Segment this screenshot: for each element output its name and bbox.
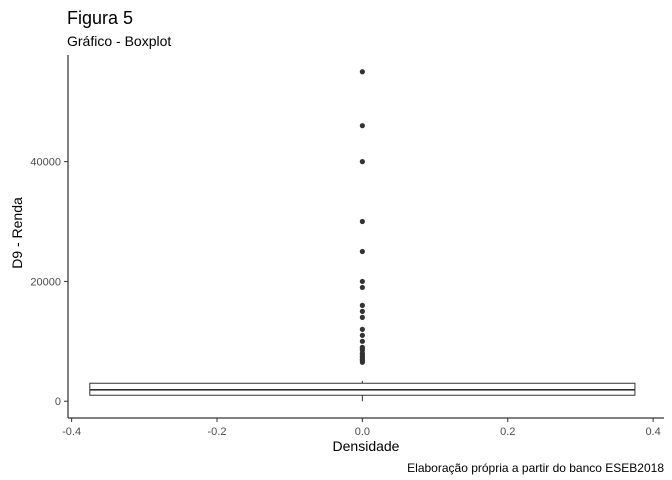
outlier-point [359,314,365,320]
outlier-point [359,332,365,338]
y-tick-label: 0 [55,396,61,408]
outlier-point [359,302,365,308]
chart-title: Figura 5 [67,8,133,28]
outlier-point [359,278,365,285]
outlier-point [359,248,365,255]
chart-caption: Elaboração própria a partir do banco ESE… [407,461,664,475]
outlier-point [359,159,365,165]
y-tick-label: 40000 [30,157,61,169]
outlier-point [359,218,365,225]
chart-subtitle: Gráfico - Boxplot [67,33,171,49]
outlier-point [359,284,365,291]
plot-axes: 0 20000 40000 -0.4 -0.2 0.0 0.2 0.4 [30,55,664,438]
plot-marks [89,69,636,402]
x-tick-label: 0.4 [645,426,660,438]
outlier-point [359,123,365,129]
outlier-point [359,69,365,75]
outlier-point [359,326,365,332]
x-tick-label: -0.2 [208,426,227,438]
x-tick-label: 0.0 [355,426,370,438]
y-tick-label: 20000 [30,276,61,288]
outlier-point [359,338,365,344]
outlier-point [359,308,365,314]
y-axis-label: D9 - Renda [9,197,25,269]
x-tick-label: 0.2 [500,426,515,438]
x-axis-label: Densidade [333,438,400,454]
x-tick-label: -0.4 [62,426,81,438]
outlier-point [359,359,365,365]
